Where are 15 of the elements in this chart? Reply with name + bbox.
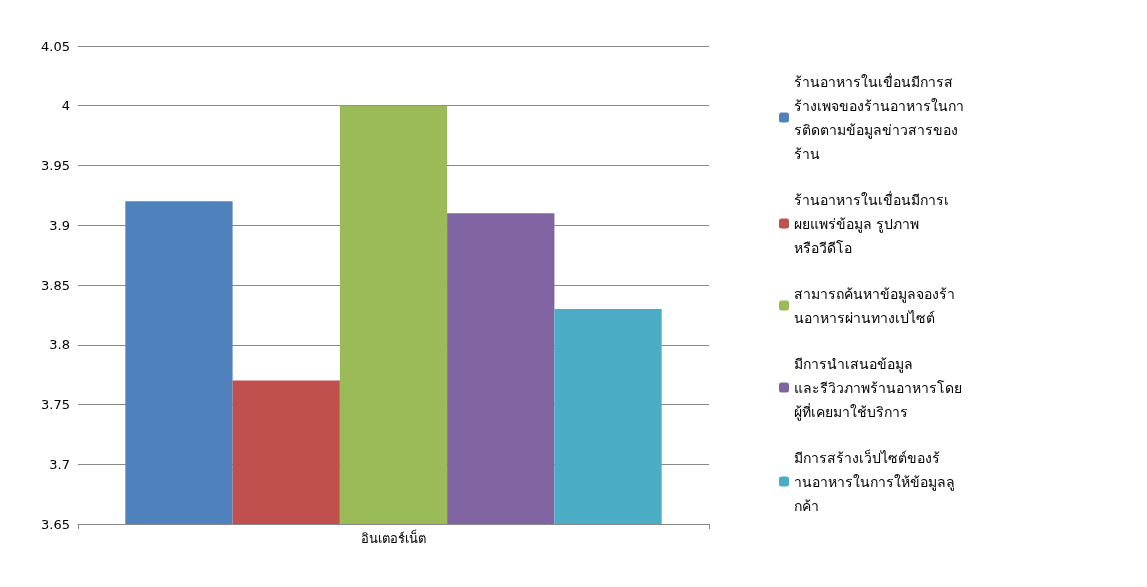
y-tick-label: 3.95 (41, 158, 70, 173)
y-tick-label: 3.65 (41, 516, 70, 532)
y-tick-label: 3.85 (41, 277, 70, 293)
y-tick-label: 3.9 (49, 217, 70, 233)
y-tick-label: 3.75 (41, 397, 70, 412)
y-tick-label: 4.05 (41, 38, 70, 54)
y-tick-label: 4 (61, 98, 70, 114)
legend-label: มีการนำเสนอข้อมูล และรีวิวภาพร้านอาหารโดยผู้ที่เคยมาใช้บริการ (794, 355, 962, 421)
y-tick-label: 3.7 (49, 456, 70, 472)
legend-label: สามารถค้นหาข้อมูลจองร้านอาหารผ่านทางเปไซต์ (794, 285, 955, 326)
y-tick-label: 3.8 (49, 337, 70, 353)
legend-label: มีการสร้างเว็ปไซต์ของร้านอาหารในการให้ข้อมูลลูกค้า (794, 448, 955, 514)
x-tick-label: อินเตอร์เน็ต (361, 529, 426, 546)
legend-label: ร้านอาหารในเขื่อนมีการเผยแพร่ข้อมูล รูปภาพ หรือวีดีโอ (794, 190, 949, 256)
legend-label: ร้านอาหารในเขื่อนมีการสร้างเพจของร้านอาหารในการติดตามข้อมูลข่าวสารของร้าน (794, 72, 964, 162)
